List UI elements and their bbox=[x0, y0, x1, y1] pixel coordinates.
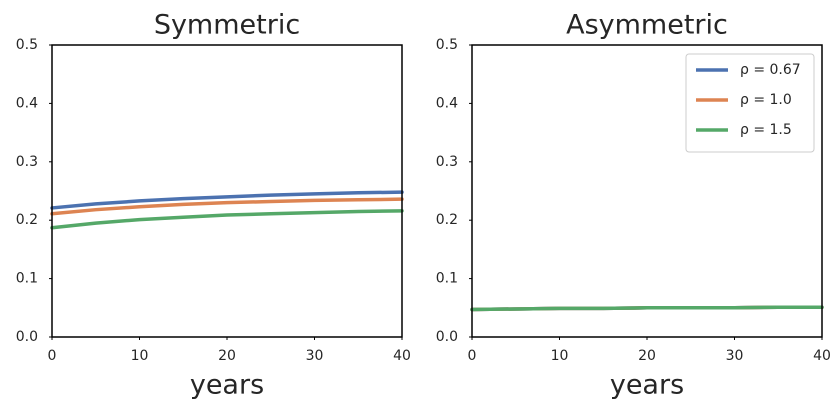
series-line bbox=[470, 305, 824, 312]
x-tick-label: 10 bbox=[131, 348, 149, 364]
series-line bbox=[50, 209, 404, 230]
y-tick-label: 0.4 bbox=[436, 95, 458, 111]
y-tick-label: 0.2 bbox=[436, 212, 458, 228]
y-tick-label: 0.5 bbox=[436, 37, 458, 53]
y-tick-label: 0.3 bbox=[436, 154, 458, 170]
x-tick-label: 20 bbox=[218, 348, 236, 364]
x-tick-label: 20 bbox=[638, 348, 656, 364]
x-axis-label: years bbox=[610, 370, 684, 401]
axes-frame bbox=[471, 44, 823, 338]
y-tick-label: 0.2 bbox=[16, 212, 38, 228]
chart-title: Asymmetric bbox=[566, 10, 728, 41]
x-tick-label: 0 bbox=[468, 348, 477, 364]
legend-box bbox=[685, 53, 815, 153]
y-tick-label: 0.5 bbox=[16, 37, 38, 53]
x-tick-label: 0 bbox=[48, 348, 57, 364]
x-tick-label: 30 bbox=[726, 348, 744, 364]
series-line bbox=[50, 197, 404, 216]
y-tick-label: 0.1 bbox=[16, 271, 38, 287]
x-tick-label: 10 bbox=[551, 348, 569, 364]
series-line bbox=[50, 190, 404, 210]
y-tick-label: 0.0 bbox=[436, 329, 458, 345]
x-tick-label: 40 bbox=[393, 348, 411, 364]
chart-title: Symmetric bbox=[154, 10, 300, 41]
x-axis-label: years bbox=[190, 370, 264, 401]
axes-frame bbox=[51, 44, 403, 338]
x-tick-label: 30 bbox=[306, 348, 324, 364]
y-tick-label: 0.3 bbox=[16, 154, 38, 170]
x-tick-label: 40 bbox=[813, 348, 831, 364]
y-tick-label: 0.1 bbox=[436, 271, 458, 287]
legend-label: ρ = 0.67 bbox=[740, 62, 801, 78]
legend-label: ρ = 1.0 bbox=[740, 92, 792, 108]
y-tick-label: 0.0 bbox=[16, 329, 38, 345]
y-tick-label: 0.4 bbox=[16, 95, 38, 111]
legend-label: ρ = 1.5 bbox=[740, 122, 792, 138]
